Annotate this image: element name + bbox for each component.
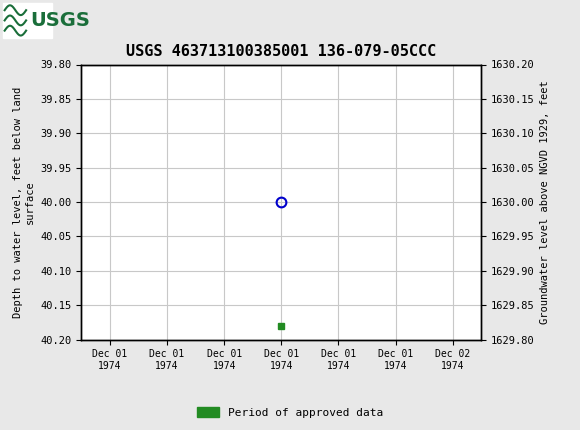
Text: USGS: USGS [30,11,90,30]
Legend: Period of approved data: Period of approved data [193,403,387,422]
Y-axis label: Groundwater level above NGVD 1929, feet: Groundwater level above NGVD 1929, feet [541,80,550,324]
FancyBboxPatch shape [3,3,52,37]
Y-axis label: Depth to water level, feet below land
surface: Depth to water level, feet below land su… [13,86,35,318]
Title: USGS 463713100385001 136-079-05CCC: USGS 463713100385001 136-079-05CCC [126,44,436,59]
